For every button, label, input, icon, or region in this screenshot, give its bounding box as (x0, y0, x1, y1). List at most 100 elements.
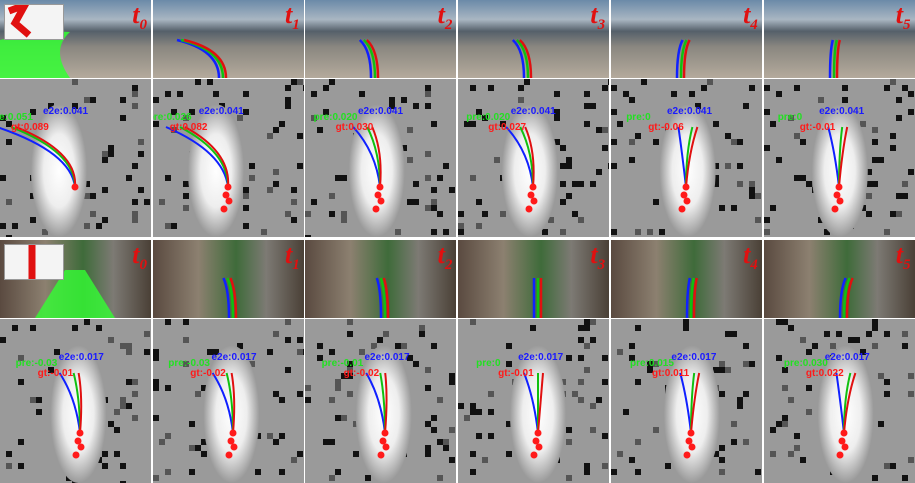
time-label: t3 (590, 0, 605, 34)
map-drawing (305, 319, 456, 483)
time-label: t1 (285, 240, 300, 274)
obstacle (285, 337, 291, 343)
obstacle (653, 427, 659, 433)
camera-frame: t1 (153, 0, 304, 78)
e2e-label: e2e:0.017 (211, 352, 256, 363)
obstacle (737, 181, 743, 187)
obstacle (584, 469, 590, 475)
obstacle (764, 217, 770, 223)
time-base: t (132, 240, 139, 269)
obstacle (132, 391, 138, 397)
obstacle (183, 337, 189, 343)
obstacle (764, 145, 770, 151)
obstacle (623, 409, 629, 415)
time-label: t0 (132, 0, 147, 34)
map-drawing (611, 319, 762, 483)
gt-label: gt:0.027 (488, 122, 526, 133)
obstacle (629, 457, 635, 463)
trajectory-overlay (458, 240, 609, 318)
obstacle (243, 205, 249, 211)
obstacle (764, 229, 770, 235)
obstacle (183, 193, 189, 199)
steering-inset (4, 244, 64, 280)
obstacle (329, 349, 335, 355)
steering-icon (5, 5, 63, 39)
obstacle (431, 205, 437, 211)
obstacle (800, 337, 806, 343)
e2e-label: e2e:0.041 (199, 106, 244, 117)
gt-point (688, 444, 695, 451)
obstacle (329, 79, 335, 85)
obstacle (566, 163, 572, 169)
obstacle (806, 349, 812, 355)
obstacle (890, 463, 896, 469)
obstacle (770, 427, 776, 433)
obstacle (6, 139, 12, 145)
time-sub: 5 (903, 257, 911, 273)
gt-point (225, 452, 232, 459)
obstacle (443, 229, 449, 235)
obstacle (138, 187, 144, 193)
obstacle (323, 439, 329, 445)
gt-point (531, 198, 538, 205)
obstacle (12, 325, 18, 331)
obstacle (183, 181, 189, 187)
obstacle (90, 97, 96, 103)
obstacle (617, 349, 623, 355)
obstacle (470, 403, 476, 409)
obstacle (755, 217, 761, 223)
obstacle (584, 319, 590, 325)
obstacle (584, 463, 590, 469)
obstacle (524, 79, 530, 85)
camera-frame: t4 (611, 240, 762, 318)
obstacle (291, 217, 297, 223)
steering-mark (9, 5, 29, 35)
obstacle (165, 385, 171, 391)
obstacle (189, 421, 195, 427)
obstacle (359, 91, 365, 97)
obstacle (872, 343, 878, 349)
obstacle (470, 319, 476, 325)
obstacle (776, 421, 782, 427)
obstacle (341, 175, 347, 181)
gt-point (530, 184, 537, 191)
time-label: t0 (132, 240, 147, 274)
obstacle (273, 127, 279, 133)
obstacle (341, 415, 347, 421)
obstacle (902, 475, 908, 481)
obstacle (482, 211, 488, 217)
obstacle (273, 391, 279, 397)
occupancy-map: pre:-0.03e2e:0.017gt:-0.02 (153, 319, 304, 483)
obstacle (872, 127, 878, 133)
gt-point (835, 184, 842, 191)
obstacle (764, 85, 770, 91)
gt-point (836, 198, 843, 205)
obstacle (584, 121, 590, 127)
obstacle (629, 157, 635, 163)
obstacle (464, 415, 470, 421)
obstacle (207, 79, 213, 85)
pre-label: pre:0 (476, 358, 500, 369)
trajectory-overlay (305, 240, 456, 318)
obstacle (297, 79, 303, 85)
obstacle (806, 181, 812, 187)
gt-label: gt:0.030 (336, 122, 374, 133)
time-label: t4 (743, 0, 758, 34)
obstacle (407, 127, 413, 133)
gt-point (840, 430, 847, 437)
obstacle (749, 85, 755, 91)
obstacle (725, 163, 731, 169)
gt-point (382, 430, 389, 437)
occupancy-map: pre:0.051e2e:0.041gt:0.089 (0, 79, 151, 237)
obstacle (578, 181, 584, 187)
obstacle (482, 457, 488, 463)
obstacle (297, 163, 303, 169)
obstacle (590, 103, 596, 109)
obstacle (108, 337, 114, 343)
obstacle (476, 223, 482, 229)
obstacle (0, 175, 6, 181)
obstacle (782, 385, 788, 391)
obstacle (671, 91, 677, 97)
obstacle (132, 217, 138, 223)
obstacle (353, 451, 359, 457)
